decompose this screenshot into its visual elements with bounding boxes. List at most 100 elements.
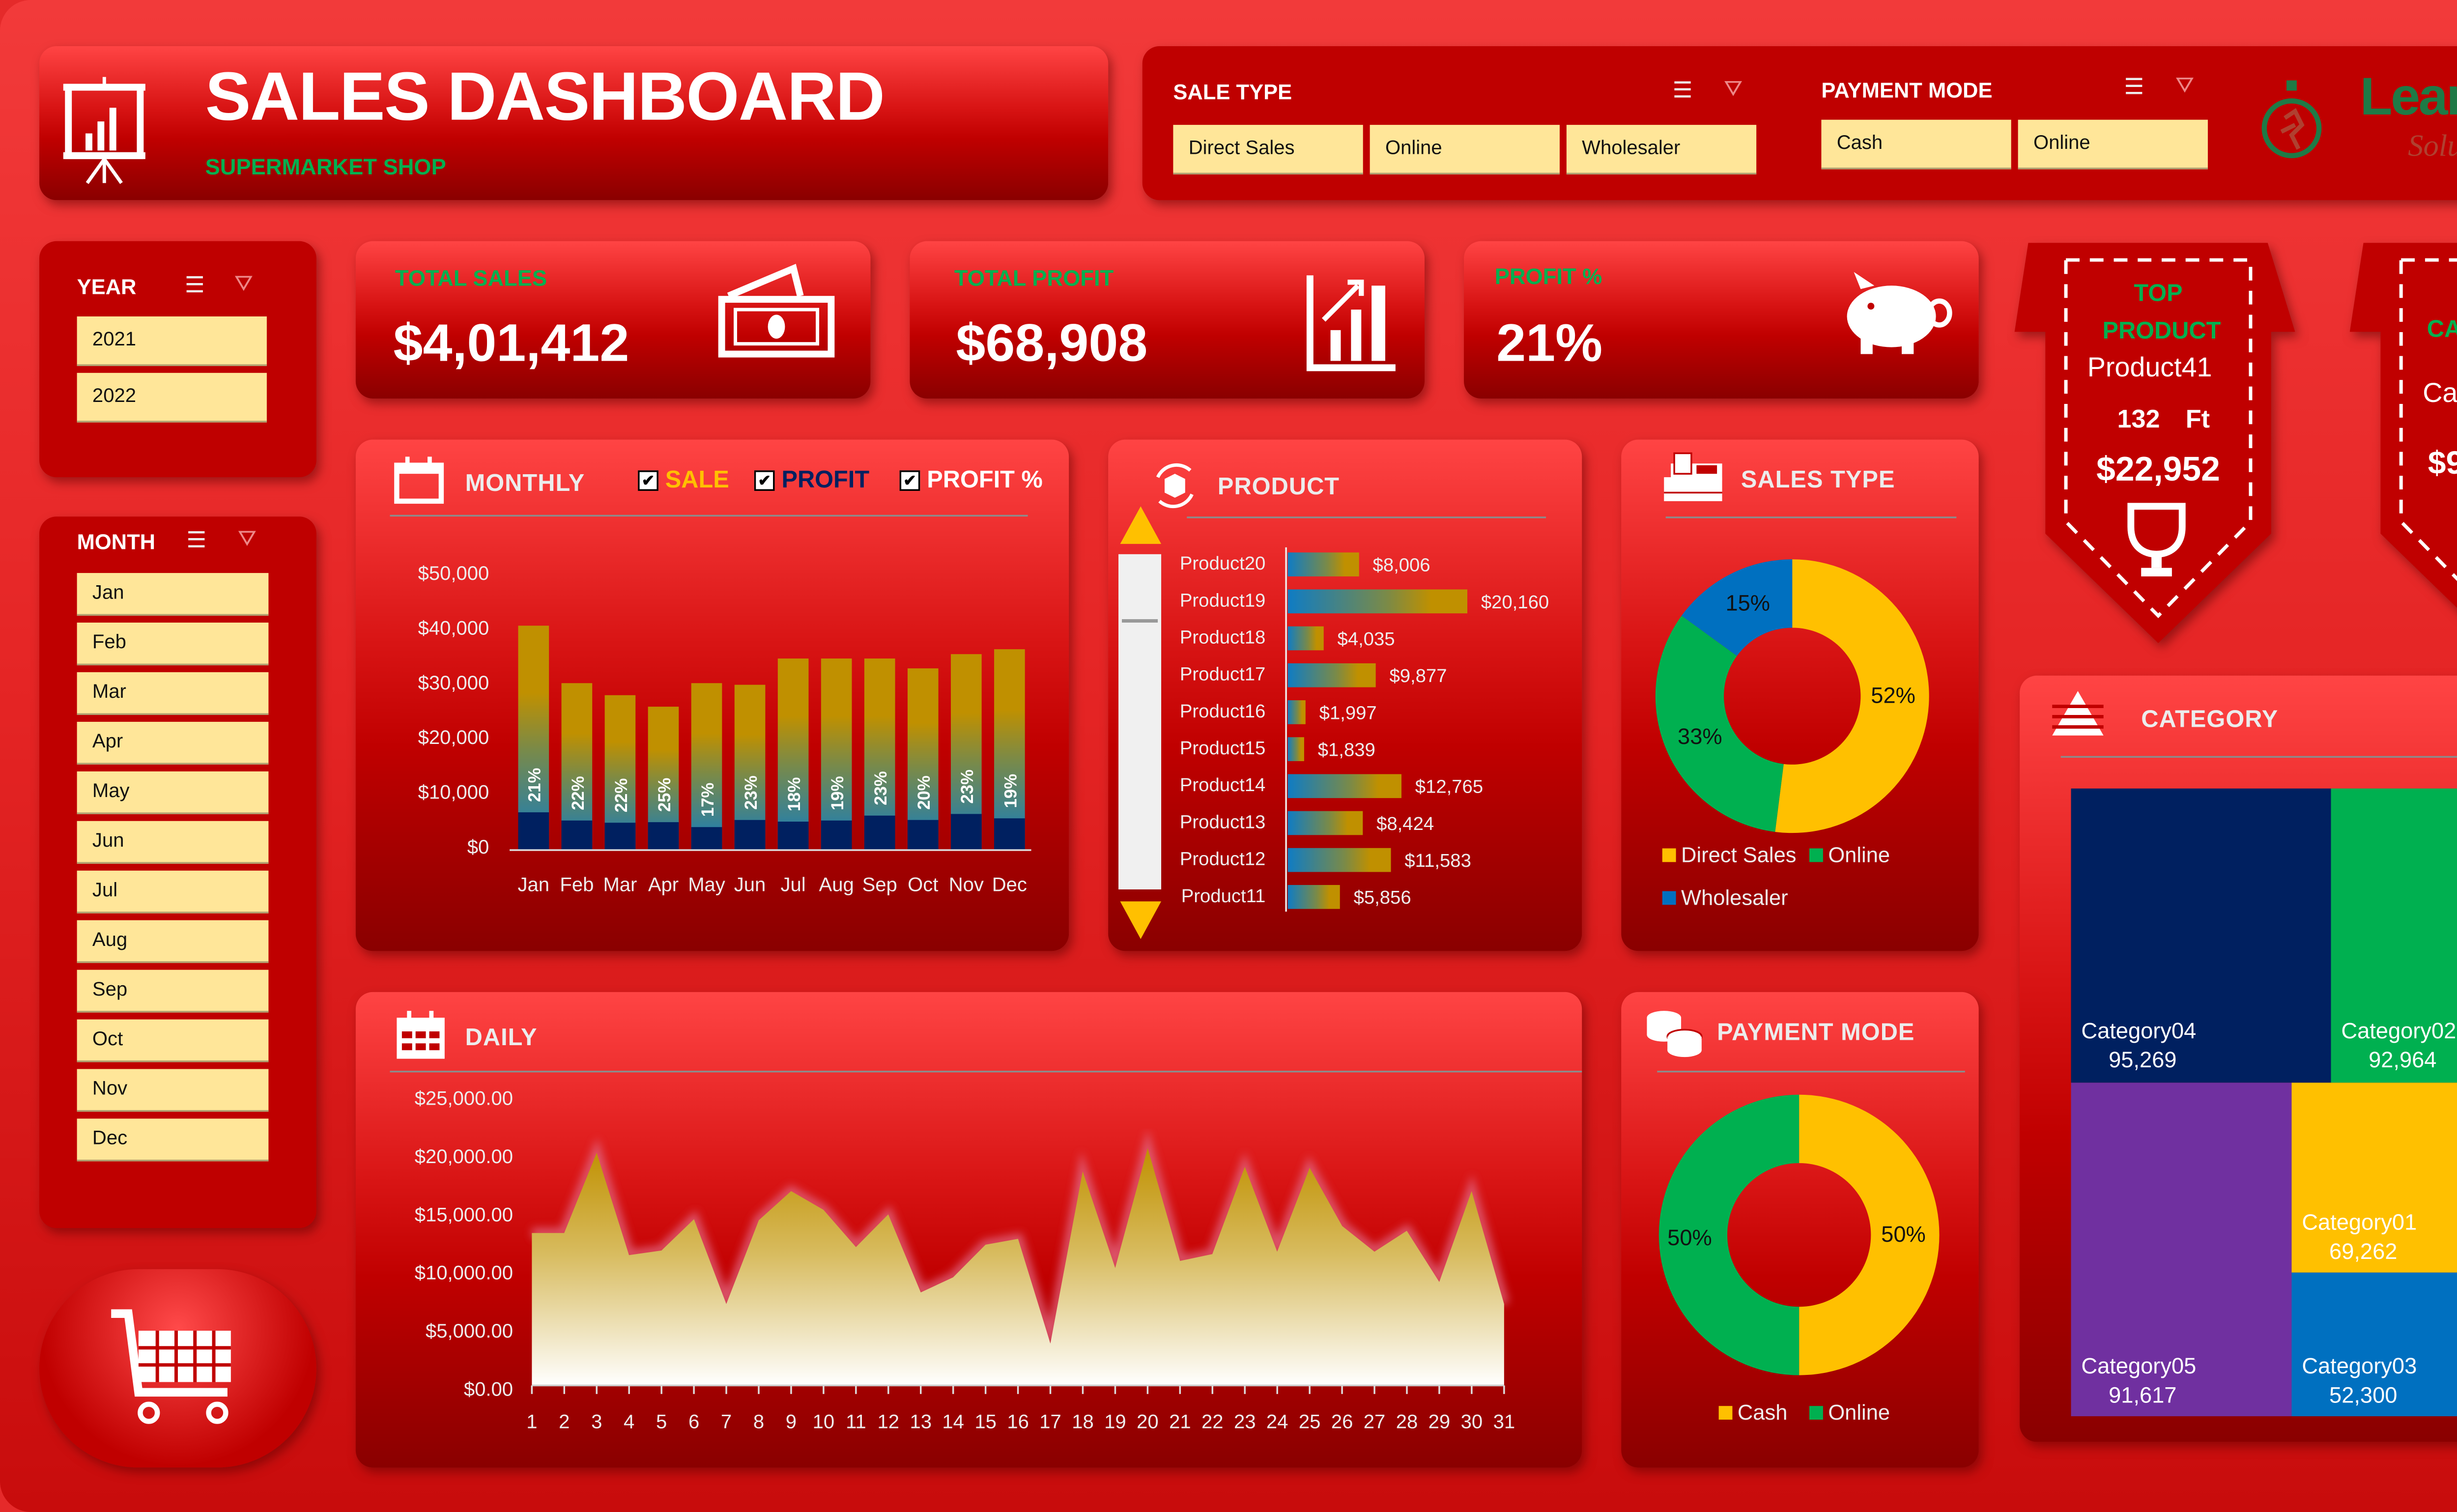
y-tick: $0: [467, 838, 489, 859]
sales-type-donut-chart: 52% 33% 15%: [1655, 559, 1929, 833]
sale-type-wholesaler[interactable]: Wholesaler: [1566, 125, 1757, 175]
svg-text:$1,839: $1,839: [1318, 740, 1375, 761]
svg-text:Product18: Product18: [1180, 627, 1265, 648]
svg-text:17%: 17%: [698, 783, 717, 817]
product-bar-chart: Product20 $8,006 Product19 $20,160 Product18…: [1180, 547, 1549, 912]
scrollbar-thumb[interactable]: [1122, 619, 1158, 623]
svg-text:31: 31: [1493, 1411, 1515, 1432]
sale-bar: [907, 668, 939, 850]
top-product-qty: 132: [2117, 405, 2160, 435]
top-category-name: Category04: [2423, 379, 2457, 409]
clear-filter-icon[interactable]: ⛛: [237, 525, 257, 551]
month-option-nov[interactable]: Nov: [77, 1069, 269, 1112]
svg-text:29: 29: [1428, 1411, 1451, 1432]
multiselect-icon[interactable]: ☰: [186, 527, 206, 553]
logo-subtext: Solutions: [2408, 128, 2457, 163]
svg-text:10: 10: [813, 1411, 835, 1432]
clear-filter-icon[interactable]: ⛛: [234, 270, 253, 296]
treemap-label: Category02 92,964: [2341, 1016, 2456, 1074]
svg-text:12: 12: [878, 1411, 900, 1432]
month-option-jul[interactable]: Jul: [77, 870, 269, 913]
svg-text:30: 30: [1461, 1411, 1483, 1432]
scroll-up-arrow-icon[interactable]: [1120, 506, 1162, 544]
sale-type-online[interactable]: Online: [1370, 125, 1560, 175]
svg-text:23%: 23%: [742, 775, 761, 810]
svg-text:9: 9: [786, 1411, 797, 1432]
svg-text:15: 15: [974, 1411, 997, 1432]
svg-text:$8,424: $8,424: [1376, 813, 1434, 834]
kpi-total-sales: TOTAL SALES $4,01,412: [355, 241, 871, 399]
multiselect-icon[interactable]: ☰: [2124, 73, 2144, 99]
multiselect-icon[interactable]: ☰: [184, 272, 205, 298]
monthly-chart-title: MONTHLY: [465, 468, 585, 496]
month-option-dec[interactable]: Dec: [77, 1118, 269, 1162]
y-tick: $40,000: [418, 619, 489, 640]
kpi-value: $4,01,412: [393, 313, 629, 373]
multiselect-icon[interactable]: ☰: [1672, 77, 1693, 103]
clear-filter-icon[interactable]: ⛛: [2175, 72, 2194, 98]
month-option-mar[interactable]: Mar: [77, 672, 269, 715]
kpi-label: TOTAL PROFIT: [954, 265, 1114, 291]
piggy-bank-icon: [1847, 272, 1952, 354]
svg-text:7: 7: [721, 1411, 732, 1432]
month-option-sep[interactable]: Sep: [77, 970, 269, 1013]
payment-mode-online[interactable]: Online: [2018, 119, 2208, 170]
treemap-cell-category03[interactable]: Category03 52,300: [2291, 1272, 2457, 1417]
toggle-sale[interactable]: ✔ SALE: [638, 465, 729, 492]
product-chart-title: PRODUCT: [1217, 472, 1340, 500]
svg-text:5: 5: [656, 1411, 667, 1432]
cart-button[interactable]: [39, 1269, 316, 1468]
svg-text:6: 6: [688, 1411, 699, 1432]
svg-text:Product11: Product11: [1181, 885, 1266, 907]
clear-filter-icon[interactable]: ⛛: [1724, 75, 1743, 101]
month-slicer-label: MONTH: [77, 530, 156, 554]
vertical-scrollbar[interactable]: [1118, 554, 1162, 890]
month-option-oct[interactable]: Oct: [77, 1019, 269, 1062]
y-tick: $25,000.00: [414, 1089, 514, 1111]
month-option-aug[interactable]: Aug: [77, 920, 269, 963]
treemap-cell-category01[interactable]: Category01 69,262: [2291, 1083, 2457, 1273]
svg-text:20: 20: [1137, 1411, 1159, 1432]
svg-text:Oct: Oct: [908, 874, 938, 895]
top-product-value: $22,952: [2096, 451, 2220, 489]
month-option-apr[interactable]: Apr: [77, 721, 269, 765]
coins-icon: [1647, 1011, 1703, 1057]
treemap-cell-category05[interactable]: Category05 91,617: [2071, 1083, 2292, 1417]
toggle-profit-percent[interactable]: ✔ PROFIT %: [899, 465, 1043, 492]
donut-slice: [1775, 559, 1929, 833]
product-box-cycle-icon: [1156, 463, 1194, 509]
month-option-may[interactable]: May: [77, 771, 269, 814]
legend-online: Online: [1809, 843, 1890, 867]
checkbox-checked-icon[interactable]: ✔: [638, 471, 658, 492]
treemap-cell-category04[interactable]: Category04 95,269: [2071, 788, 2331, 1083]
payment-mode-cash[interactable]: Cash: [1821, 119, 2011, 170]
checkbox-checked-icon[interactable]: ✔: [754, 471, 775, 492]
y-tick: $5,000.00: [425, 1322, 514, 1343]
year-option-2022[interactable]: 2022: [77, 372, 267, 423]
svg-text:Product19: Product19: [1180, 590, 1265, 611]
svg-text:Product20: Product20: [1180, 553, 1265, 574]
svg-text:13: 13: [910, 1411, 932, 1432]
svg-text:Nov: Nov: [949, 874, 984, 895]
y-tick: $0.00: [463, 1380, 514, 1401]
month-option-jun[interactable]: Jun: [77, 821, 269, 864]
sale-type-direct-sales[interactable]: Direct Sales: [1173, 125, 1363, 175]
treemap-cell-category02[interactable]: Category02 92,964: [2331, 788, 2457, 1083]
svg-text:23: 23: [1234, 1411, 1256, 1432]
page-subtitle: SUPERMARKET SHOP: [205, 154, 446, 180]
daily-area-chart: 1 2 3 4 5 6 7 8 9 10 11 12 13 14 15 16 17 18 19 20 21 22 23 24 2…: [526, 1129, 1515, 1432]
scroll-down-arrow-icon[interactable]: [1120, 901, 1162, 939]
svg-text:$20,160: $20,160: [1481, 592, 1549, 613]
svg-text:4: 4: [624, 1411, 634, 1432]
checkbox-checked-icon[interactable]: ✔: [899, 471, 920, 492]
money-icon: [718, 263, 835, 358]
svg-text:28: 28: [1396, 1411, 1418, 1432]
month-option-feb[interactable]: Feb: [77, 623, 269, 666]
year-option-2021[interactable]: 2021: [77, 316, 267, 366]
month-option-jan[interactable]: Jan: [77, 573, 269, 616]
toggle-profit[interactable]: ✔ PROFIT: [754, 465, 869, 492]
year-slicer-label: YEAR: [77, 275, 137, 300]
y-tick: $20,000: [418, 728, 489, 749]
kpi-label: PROFIT %: [1494, 263, 1602, 289]
legend-cash: Cash: [1718, 1401, 1787, 1425]
